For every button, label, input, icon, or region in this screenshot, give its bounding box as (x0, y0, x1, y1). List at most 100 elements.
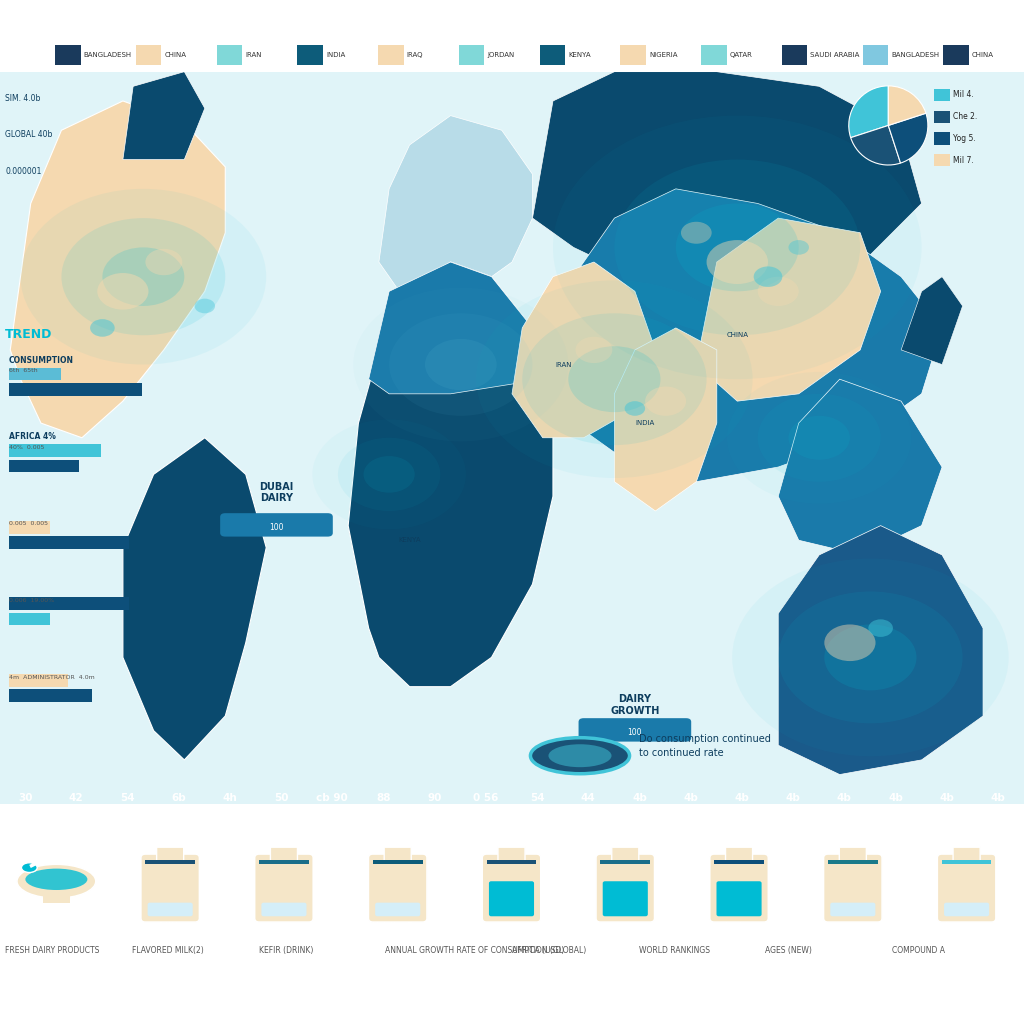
Circle shape (90, 319, 115, 337)
Polygon shape (123, 72, 205, 160)
Circle shape (778, 592, 963, 723)
Circle shape (645, 386, 686, 416)
FancyBboxPatch shape (726, 843, 753, 862)
Text: KENYA: KENYA (398, 538, 421, 544)
Text: 100: 100 (269, 522, 284, 531)
Text: 50: 50 (273, 793, 289, 803)
Text: Milk: Milk (45, 922, 68, 932)
Bar (136, 45, 162, 65)
FancyBboxPatch shape (839, 838, 867, 847)
Text: KENYA: KENYA (568, 52, 591, 57)
Text: FLAVORED MILK(2): FLAVORED MILK(2) (132, 946, 204, 954)
Wedge shape (851, 126, 900, 165)
Text: JORDAN: JORDAN (487, 52, 515, 57)
Circle shape (625, 401, 645, 416)
FancyBboxPatch shape (717, 882, 762, 916)
Text: 38.40: 38.40 (424, 818, 445, 826)
Circle shape (522, 313, 707, 445)
Text: 68.40: 68.40 (885, 818, 906, 826)
Text: 93.40: 93.40 (680, 818, 701, 826)
Polygon shape (10, 101, 225, 438)
FancyBboxPatch shape (384, 843, 412, 862)
Circle shape (389, 313, 532, 416)
Bar (943, 45, 969, 65)
FancyBboxPatch shape (375, 903, 420, 916)
Ellipse shape (22, 863, 37, 872)
Text: 0.005  0.005: 0.005 0.005 (9, 521, 48, 526)
Bar (9, 689, 92, 702)
Text: 76.00: 76.00 (168, 818, 189, 826)
Circle shape (824, 625, 916, 690)
Text: cb 90: cb 90 (316, 793, 348, 803)
FancyBboxPatch shape (482, 854, 541, 922)
Text: 100: 100 (628, 728, 642, 736)
Text: AFRICA 4%: AFRICA 4% (9, 432, 56, 441)
Bar (942, 860, 991, 864)
Circle shape (868, 620, 893, 637)
Text: Mil 4.: Mil 4. (953, 90, 974, 99)
Bar (373, 860, 423, 864)
Text: CONSUMPTION: CONSUMPTION (9, 355, 74, 365)
Text: 4h: 4h (222, 793, 238, 803)
Circle shape (788, 240, 809, 255)
Text: 36.40: 36.40 (936, 818, 957, 826)
Polygon shape (532, 72, 922, 292)
Text: TREND: TREND (5, 329, 52, 341)
Text: 6th  65th: 6th 65th (9, 369, 38, 373)
Text: 0c.4: 0c.4 (990, 818, 1006, 826)
Text: IRAN: IRAN (246, 52, 262, 57)
Text: 58.40: 58.40 (629, 818, 650, 826)
Text: 4b: 4b (888, 793, 903, 803)
Circle shape (549, 744, 611, 767)
Wedge shape (849, 86, 889, 137)
FancyBboxPatch shape (952, 838, 981, 847)
Text: 68.00: 68.00 (270, 818, 292, 826)
Ellipse shape (17, 864, 96, 898)
FancyBboxPatch shape (611, 843, 639, 862)
Text: Do consumption continued
to continued rate: Do consumption continued to continued ra… (639, 734, 770, 758)
Text: 88: 88 (376, 793, 391, 803)
Bar (600, 860, 650, 864)
Text: Yogurt: Yogurt (607, 922, 643, 932)
Text: 40%  0.005: 40% 0.005 (9, 444, 44, 450)
Circle shape (676, 204, 799, 291)
Text: IRAQ: IRAQ (407, 52, 423, 57)
Text: 4b: 4b (785, 793, 801, 803)
Bar (297, 45, 323, 65)
Text: 4b: 4b (632, 793, 647, 803)
Text: 16.00: 16.00 (66, 818, 87, 826)
Text: 72.6.All: 72.6.All (317, 818, 347, 826)
FancyBboxPatch shape (953, 843, 980, 862)
Text: AFRICA (USD): AFRICA (USD) (512, 946, 564, 954)
FancyBboxPatch shape (270, 843, 297, 862)
FancyBboxPatch shape (220, 513, 333, 537)
Text: 88.40: 88.40 (526, 818, 548, 826)
Text: DAIRY
GROWTH: DAIRY GROWTH (610, 694, 659, 716)
FancyBboxPatch shape (261, 903, 306, 916)
FancyBboxPatch shape (937, 854, 996, 922)
Text: Ice-Crea: Ice-Crea (944, 922, 989, 932)
Bar (934, 155, 949, 166)
Text: 16.09: 16.09 (373, 818, 394, 826)
Bar (862, 45, 888, 65)
Circle shape (824, 625, 876, 662)
Text: 54: 54 (529, 793, 545, 803)
Text: 0 56: 0 56 (473, 793, 499, 803)
Text: SAUDI ARABIA: SAUDI ARABIA (810, 52, 860, 57)
Text: 30: 30 (17, 793, 33, 803)
Bar (9, 521, 50, 534)
Text: 4b: 4b (734, 793, 750, 803)
Text: DAIRY ASIA PACIFIC TRENDS: DAIRY ASIA PACIFIC TRENDS (8, 5, 427, 31)
Text: 4b: 4b (990, 793, 1006, 803)
Polygon shape (614, 328, 717, 511)
Circle shape (788, 416, 850, 460)
Bar (486, 860, 537, 864)
Text: 4b: 4b (939, 793, 954, 803)
FancyBboxPatch shape (610, 838, 640, 847)
FancyBboxPatch shape (497, 838, 526, 847)
Bar (9, 597, 129, 610)
FancyBboxPatch shape (147, 903, 193, 916)
Text: 68.40: 68.40 (782, 818, 804, 826)
Text: COMPOUND A: COMPOUND A (892, 946, 945, 954)
FancyBboxPatch shape (141, 854, 200, 922)
